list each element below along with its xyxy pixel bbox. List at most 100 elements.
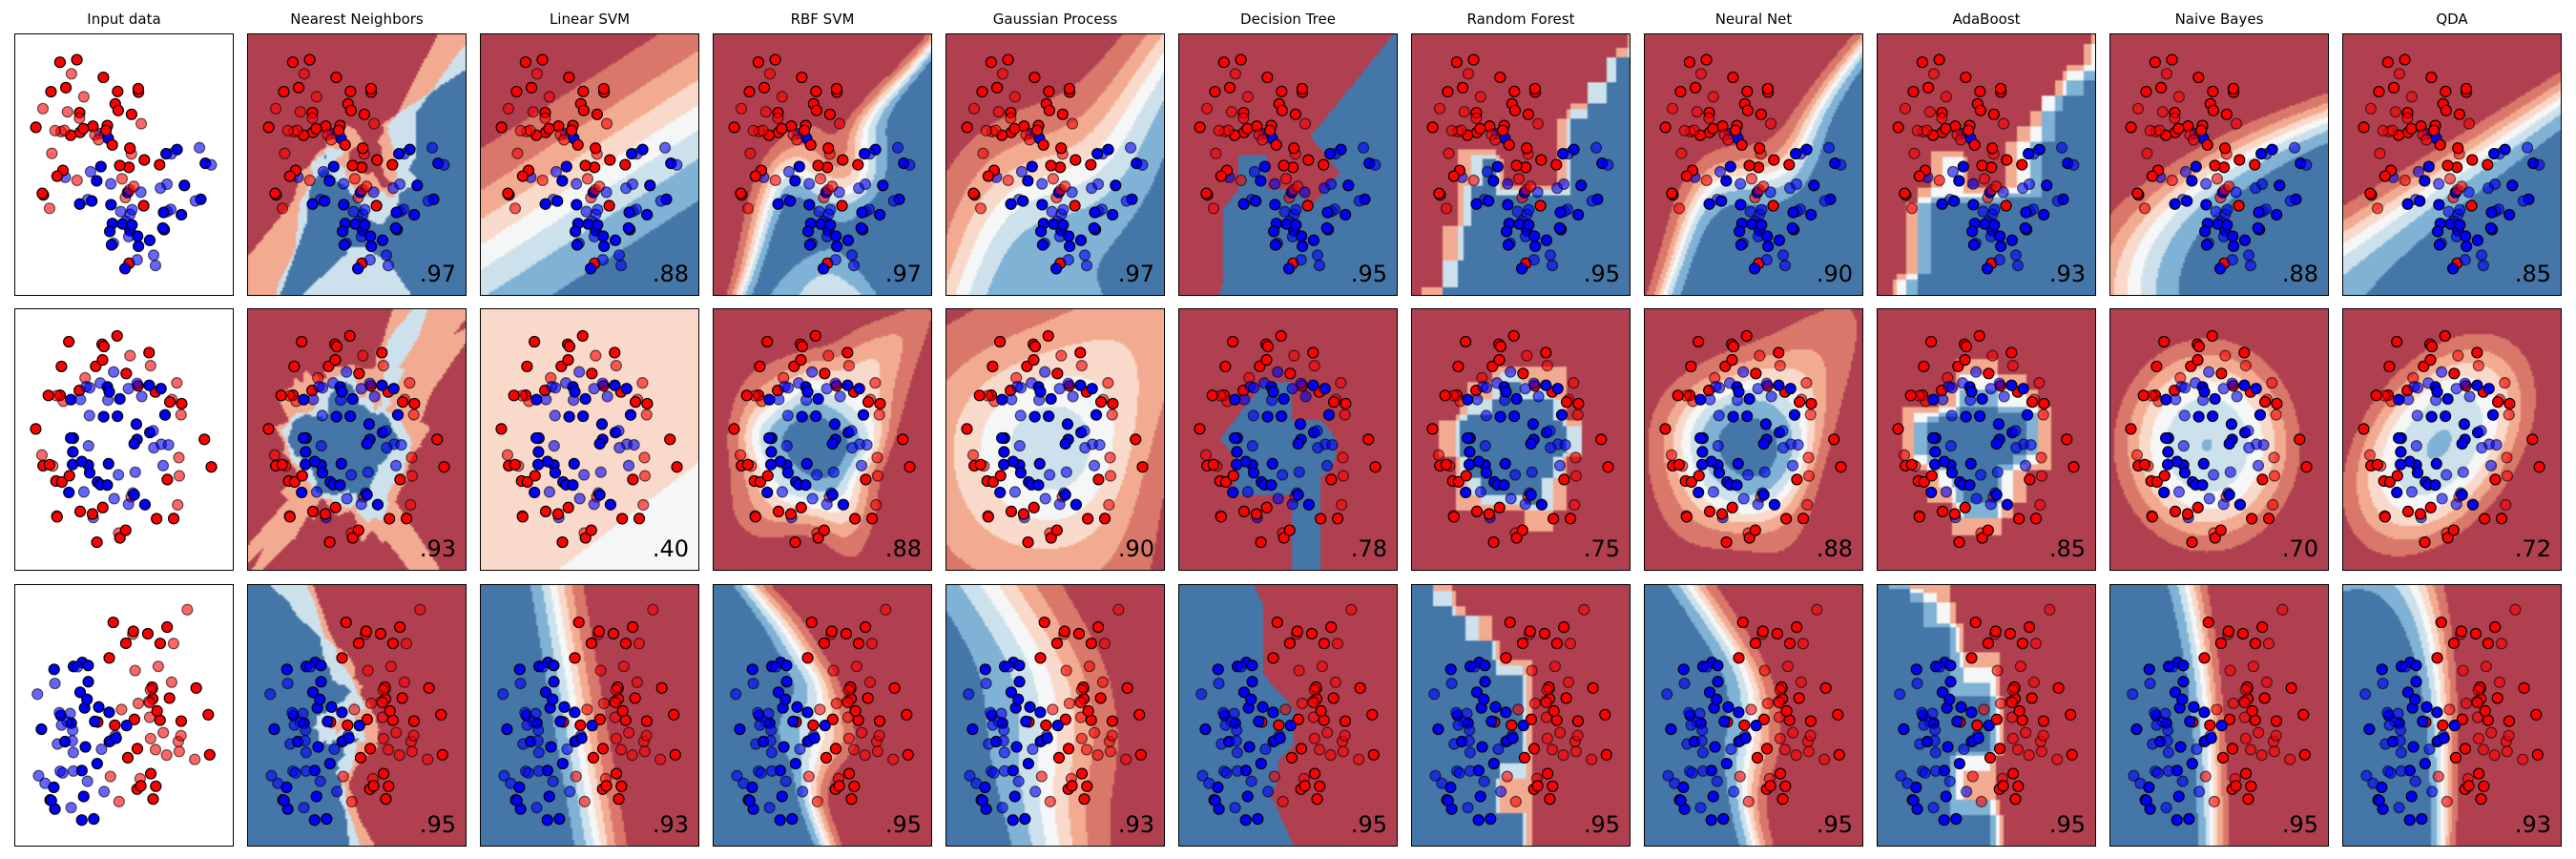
test-point xyxy=(376,711,389,723)
train-point xyxy=(1731,479,1743,492)
train-point xyxy=(1284,367,1297,380)
train-point xyxy=(376,379,388,391)
train-point xyxy=(1295,743,1308,755)
train-point xyxy=(501,723,513,736)
train-point xyxy=(1247,467,1260,479)
train-point xyxy=(1696,446,1709,458)
train-point xyxy=(1953,757,1965,770)
train-point xyxy=(2125,121,2137,134)
train-point xyxy=(276,458,288,471)
train-point xyxy=(1494,71,1506,84)
test-point xyxy=(1307,697,1320,709)
train-point xyxy=(1229,393,1241,406)
train-point xyxy=(1672,458,1685,471)
train-point xyxy=(551,508,564,520)
train-point xyxy=(1227,486,1239,499)
train-point xyxy=(154,158,166,171)
train-point xyxy=(365,240,378,253)
train-point xyxy=(1571,715,1585,727)
train-point xyxy=(408,397,421,410)
train-point xyxy=(1735,138,1748,151)
test-point xyxy=(1277,795,1289,807)
scatter-layer xyxy=(1661,603,1845,827)
train-point xyxy=(1553,221,1566,235)
classifier-panel: .93 xyxy=(480,584,699,847)
train-point xyxy=(2001,154,2013,166)
train-point xyxy=(176,208,188,221)
train-point xyxy=(508,389,520,402)
train-point xyxy=(1239,814,1252,827)
train-point xyxy=(2225,418,2238,430)
test-point xyxy=(1958,743,1970,756)
train-point xyxy=(1522,108,1534,120)
train-point xyxy=(579,159,592,172)
test-point xyxy=(1978,703,1990,716)
test-point xyxy=(638,470,652,482)
train-point xyxy=(1107,397,1119,410)
train-point xyxy=(283,170,296,182)
train-point xyxy=(1976,159,1988,172)
train-point xyxy=(820,751,833,764)
train-point xyxy=(2137,389,2150,402)
train-point xyxy=(569,652,581,664)
test-point xyxy=(1661,688,1673,701)
test-point xyxy=(1586,195,1598,207)
train-point xyxy=(45,85,57,98)
test-point xyxy=(1229,68,1241,80)
train-point xyxy=(1773,379,1785,391)
test-point xyxy=(1505,492,1517,505)
test-point xyxy=(803,178,816,190)
train-point xyxy=(1521,142,1533,155)
train-point xyxy=(763,431,776,445)
train-point xyxy=(1774,767,1787,780)
test-point xyxy=(845,425,858,437)
test-point xyxy=(763,68,776,80)
train-point xyxy=(359,219,371,231)
train-point xyxy=(1215,511,1227,523)
train-point xyxy=(1960,340,1973,353)
train-point xyxy=(353,367,365,380)
test-point xyxy=(1795,676,1808,688)
train-point xyxy=(278,794,290,807)
test-point xyxy=(2493,676,2506,688)
train-point xyxy=(1508,409,1521,423)
test-point xyxy=(36,102,50,115)
train-point xyxy=(2274,179,2286,192)
train-point xyxy=(2149,56,2161,69)
test-point xyxy=(1339,409,1351,421)
train-point xyxy=(51,170,63,182)
test-point xyxy=(1429,769,1442,782)
test-point xyxy=(1940,91,1952,103)
test-point xyxy=(297,707,309,720)
train-point xyxy=(1426,423,1439,435)
test-point xyxy=(1463,735,1475,747)
test-point xyxy=(2436,366,2448,378)
train-point xyxy=(150,780,162,792)
train-point xyxy=(571,239,584,251)
test-point xyxy=(1489,134,1502,146)
test-point xyxy=(135,117,148,130)
train-point xyxy=(1463,458,1476,471)
train-point xyxy=(837,498,850,511)
train-point xyxy=(2298,748,2311,761)
test-point xyxy=(1728,786,1740,798)
train-point xyxy=(1564,513,1577,525)
test-point xyxy=(368,390,381,403)
train-point xyxy=(2222,625,2234,638)
train-point xyxy=(1527,743,1541,755)
accuracy-score: .95 xyxy=(1350,811,1387,838)
scatter-layer xyxy=(961,53,1149,275)
train-point xyxy=(1273,719,1285,731)
test-point xyxy=(2401,112,2414,124)
test-point xyxy=(77,91,90,103)
train-point xyxy=(2223,437,2235,450)
accuracy-score: .93 xyxy=(1117,811,1154,838)
train-point xyxy=(128,489,140,501)
test-point xyxy=(1546,744,1559,756)
test-point xyxy=(2426,786,2439,798)
train-point xyxy=(2213,262,2227,275)
test-point xyxy=(129,664,141,677)
train-point xyxy=(973,389,986,402)
train-point xyxy=(1733,652,1745,664)
train-point xyxy=(2150,475,2163,489)
